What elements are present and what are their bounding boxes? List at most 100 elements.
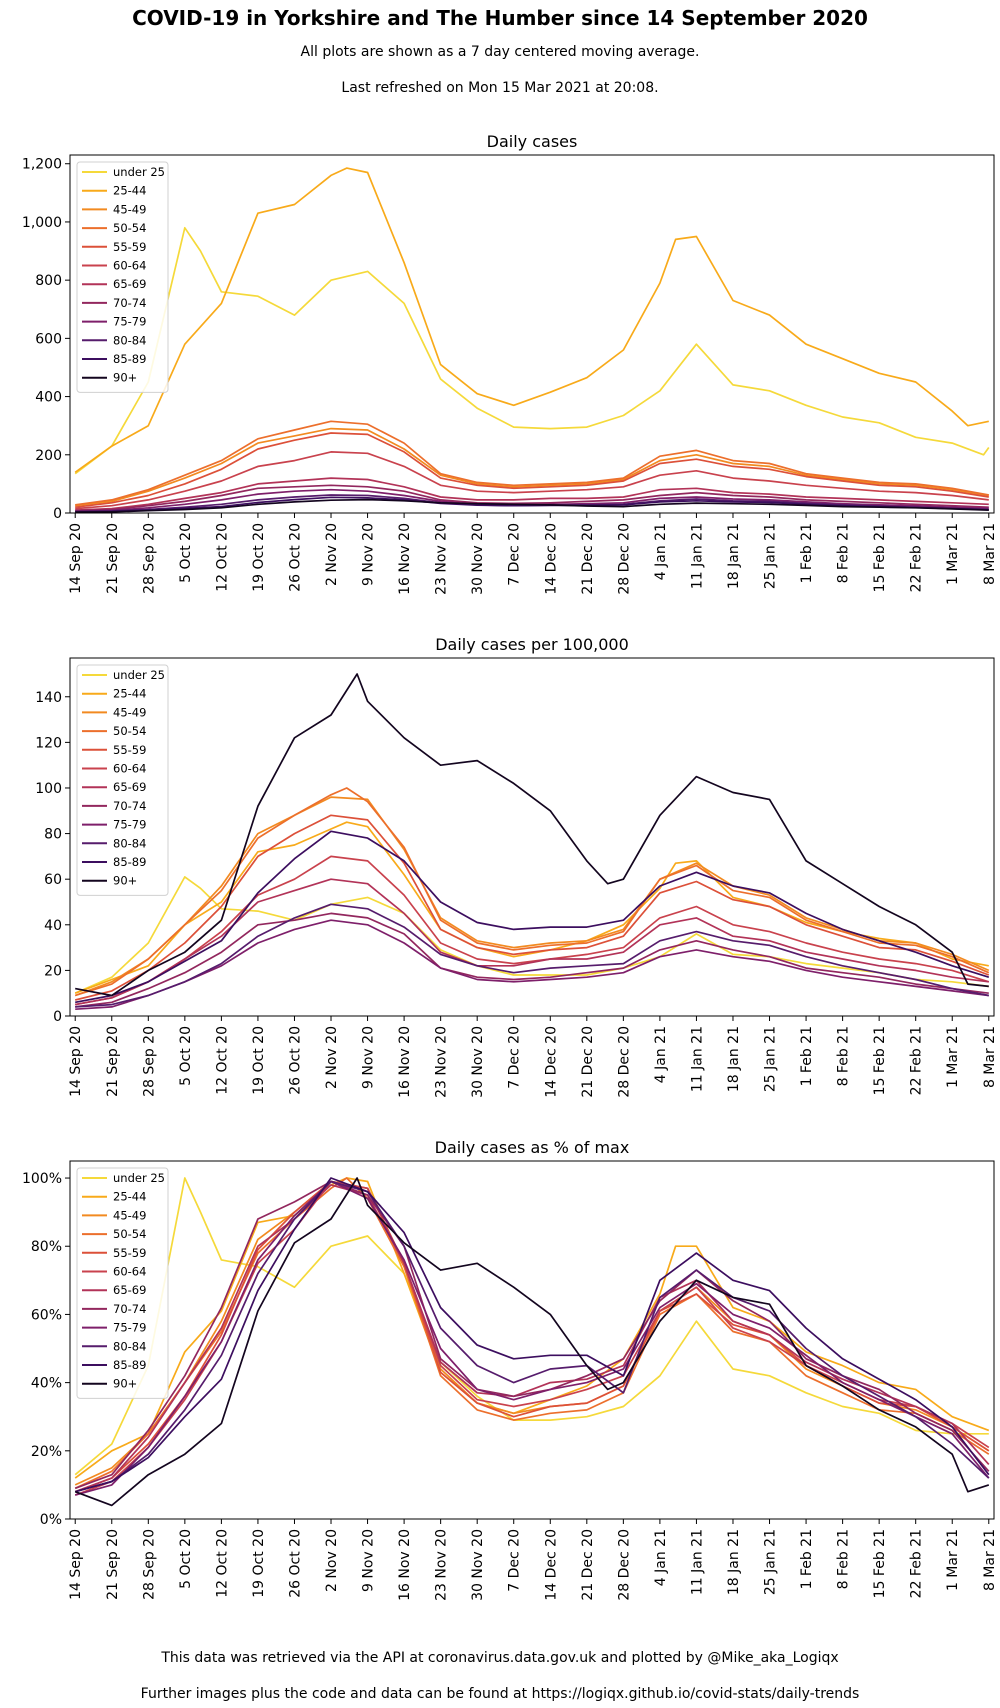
x-tick-label: 16 Nov 20 xyxy=(397,1026,413,1098)
x-tick-label: 25 Jan 21 xyxy=(763,1529,779,1595)
legend-label: 90+ xyxy=(113,371,137,385)
daily-cases-chart: Daily cases 0 200 400 600 800 1,000 1,200 14 Sep… xyxy=(22,132,998,595)
legend-label: 60-64 xyxy=(113,1265,146,1279)
x-tick-label: 5 Oct 20 xyxy=(178,1529,194,1589)
legend-label: 75-79 xyxy=(113,818,146,832)
y-tick-label: 200 xyxy=(35,448,62,464)
y-tick-label: 80% xyxy=(31,1239,62,1255)
x-tick-label: 8 Feb 21 xyxy=(836,1026,852,1086)
x-tick-label: 14 Sep 20 xyxy=(68,1529,84,1600)
x-tick-label: 15 Feb 21 xyxy=(872,1529,888,1598)
x-tick-label: 15 Feb 21 xyxy=(872,1026,888,1095)
x-tick-label: 23 Nov 20 xyxy=(434,1529,450,1601)
x-tick-label: 21 Dec 20 xyxy=(580,1026,596,1098)
x-tick-label: 11 Jan 21 xyxy=(689,1529,705,1595)
x-tick-label: 12 Oct 20 xyxy=(214,1529,230,1598)
refresh-timestamp: Last refreshed on Mon 15 Mar 2021 at 20:… xyxy=(341,80,659,96)
x-tick-label: 23 Nov 20 xyxy=(434,523,450,595)
legend-label: 55-59 xyxy=(113,743,146,757)
legend-label: under 25 xyxy=(113,165,165,179)
series-line-45-49 xyxy=(74,796,990,997)
x-tick-label: 22 Feb 21 xyxy=(909,523,925,592)
x-tick-label: 11 Jan 21 xyxy=(689,523,705,589)
legend: under 25 25-44 45-49 50-54 55-59 60-64 65-69 70… xyxy=(76,161,169,393)
x-tick-label: 7 Dec 20 xyxy=(507,1026,523,1089)
y-tick-label: 60% xyxy=(31,1307,62,1323)
x-tick-label: 7 Dec 20 xyxy=(507,523,523,586)
legend-label: 45-49 xyxy=(113,202,146,216)
x-tick-label: 25 Jan 21 xyxy=(763,1026,779,1092)
series-line-50-54 xyxy=(74,1177,990,1490)
legend-label: 75-79 xyxy=(113,315,146,329)
legend-label: 90+ xyxy=(113,874,137,888)
series-line-60-64 xyxy=(75,855,990,1006)
x-tick-label: 8 Mar 21 xyxy=(982,523,998,585)
x-tick-label: 22 Feb 21 xyxy=(909,1529,925,1598)
x-tick-label: 8 Feb 21 xyxy=(836,523,852,583)
x-tick-label: 18 Jan 21 xyxy=(726,1529,742,1595)
y-tick-label: 0 xyxy=(53,1009,62,1025)
page-title: COVID-19 in Yorkshire and The Humber sin… xyxy=(132,6,868,30)
x-tick-label: 28 Sep 20 xyxy=(141,1529,157,1600)
legend-label: 60-64 xyxy=(113,259,146,273)
chart-title: Daily cases xyxy=(487,132,578,151)
y-tick-label: 100 xyxy=(35,781,62,797)
series-line-50-54 xyxy=(74,787,990,997)
x-tick-label: 1 Mar 21 xyxy=(945,523,961,585)
x-tick-label: 5 Oct 20 xyxy=(178,1026,194,1086)
series-line-75-79 xyxy=(75,919,989,1011)
x-tick-label: 30 Nov 20 xyxy=(470,1529,486,1601)
x-tick-label: 1 Mar 21 xyxy=(945,1529,961,1591)
x-tick-label: 8 Mar 21 xyxy=(982,1026,998,1088)
legend-label: under 25 xyxy=(113,668,165,682)
series-line-70-74 xyxy=(75,912,989,1008)
x-tick-label: 19 Oct 20 xyxy=(251,523,267,592)
x-tick-label: 4 Jan 21 xyxy=(653,523,669,580)
y-tick-label: 20 xyxy=(44,963,62,979)
y-tick-label: 400 xyxy=(35,390,62,406)
x-tick-label: 9 Nov 20 xyxy=(361,1026,377,1089)
x-tick-label: 28 Sep 20 xyxy=(141,523,157,594)
legend-label: under 25 xyxy=(113,1171,165,1185)
x-tick-label: 21 Sep 20 xyxy=(105,1529,121,1600)
x-tick-label: 26 Oct 20 xyxy=(287,1026,303,1095)
y-tick-label: 60 xyxy=(44,872,62,888)
series-line-90plus xyxy=(75,673,989,997)
series-line-60-64 xyxy=(74,1180,990,1496)
x-tick-label: 8 Mar 21 xyxy=(982,1529,998,1591)
x-tick-label: 12 Oct 20 xyxy=(214,1026,230,1095)
x-tick-label: 28 Sep 20 xyxy=(141,1026,157,1097)
x-tick-label: 19 Oct 20 xyxy=(251,1529,267,1598)
x-tick-label: 26 Oct 20 xyxy=(287,1529,303,1598)
x-tick-label: 22 Feb 21 xyxy=(909,1026,925,1095)
x-tick-label: 18 Jan 21 xyxy=(726,523,742,589)
legend-label: 65-69 xyxy=(113,1283,146,1297)
legend-label: 50-54 xyxy=(113,221,146,235)
y-tick-label: 40 xyxy=(44,918,62,934)
x-tick-label: 9 Nov 20 xyxy=(361,523,377,586)
legend-label: 85-89 xyxy=(113,352,146,366)
x-tick-label: 4 Jan 21 xyxy=(653,1026,669,1083)
series-line-85-89 xyxy=(74,1177,990,1493)
legend-label: 85-89 xyxy=(113,1358,146,1372)
legend-label: 25-44 xyxy=(113,184,146,198)
series-line-80-84 xyxy=(74,1180,990,1493)
legend-label: 55-59 xyxy=(113,1246,146,1260)
y-tick-label: 800 xyxy=(35,273,62,289)
series-line-75-79 xyxy=(74,1180,990,1496)
chart-title: Daily cases as % of max xyxy=(435,1138,630,1157)
legend-label: 55-59 xyxy=(113,240,146,254)
legend-label: 60-64 xyxy=(113,762,146,776)
x-tick-label: 28 Dec 20 xyxy=(616,1529,632,1601)
x-tick-label: 16 Nov 20 xyxy=(397,1529,413,1601)
x-tick-label: 14 Dec 20 xyxy=(543,523,559,595)
daily-cases-per-100k-chart: Daily cases per 100,000 0 20 40 60 80 100 120 14… xyxy=(35,635,998,1098)
y-tick-label: 140 xyxy=(35,690,62,706)
x-tick-label: 1 Mar 21 xyxy=(945,1026,961,1088)
y-tick-label: 40% xyxy=(31,1376,62,1392)
series-line-60-64 xyxy=(75,451,989,510)
legend-label: 25-44 xyxy=(113,1190,146,1204)
y-tick-label: 1,200 xyxy=(22,157,62,173)
legend-label: 65-69 xyxy=(113,780,146,794)
x-tick-label: 12 Oct 20 xyxy=(214,523,230,592)
